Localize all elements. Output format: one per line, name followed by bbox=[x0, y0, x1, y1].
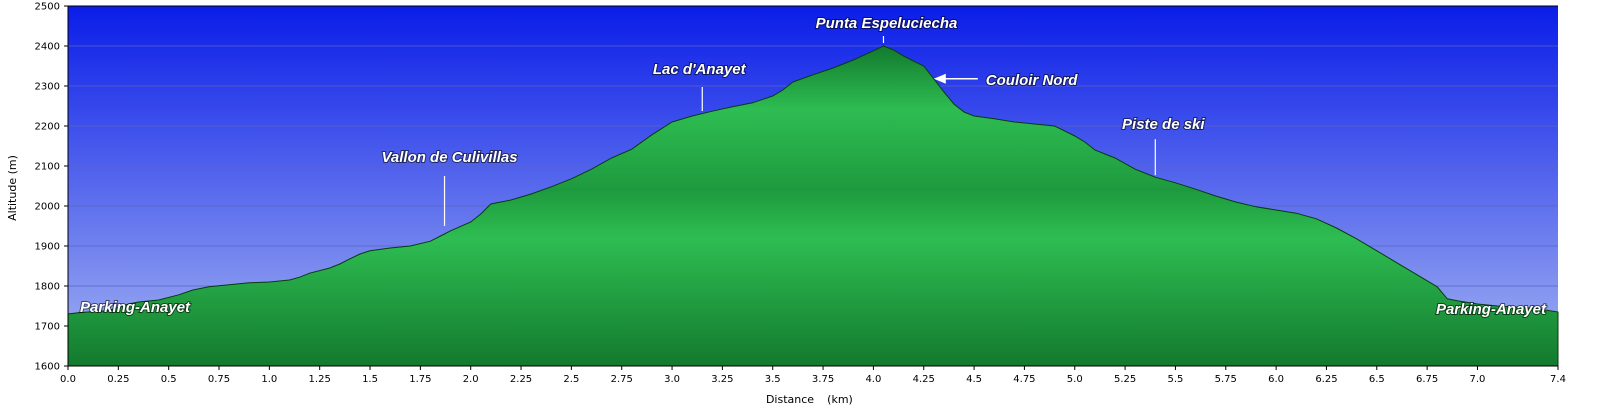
x-tick-label: 5.5 bbox=[1167, 374, 1183, 385]
x-tick-label: 1.0 bbox=[261, 374, 277, 385]
y-axis-title: Altitude (m) bbox=[6, 155, 19, 221]
x-tick-label: 6.5 bbox=[1369, 374, 1385, 385]
x-tick-label: 0.75 bbox=[208, 374, 230, 385]
x-tick-label: 5.25 bbox=[1114, 374, 1136, 385]
x-tick-label: 6.25 bbox=[1315, 374, 1337, 385]
x-tick-label: 3.5 bbox=[765, 374, 781, 385]
x-tick-label: 2.75 bbox=[611, 374, 633, 385]
x-tick-label: 5.0 bbox=[1067, 374, 1083, 385]
x-tick-label: 0.5 bbox=[161, 374, 177, 385]
y-tick-label: 2300 bbox=[35, 82, 60, 93]
y-tick-label: 1900 bbox=[35, 242, 60, 253]
annotation-label: Parking-Anayet bbox=[1436, 301, 1547, 318]
x-axis-unit: (km) bbox=[827, 393, 853, 406]
x-tick-label: 7.0 bbox=[1470, 374, 1486, 385]
x-tick-label: 0.25 bbox=[107, 374, 129, 385]
x-tick-label: 4.75 bbox=[1013, 374, 1035, 385]
y-tick-label: 2000 bbox=[35, 202, 60, 213]
x-tick-label: 4.25 bbox=[913, 374, 935, 385]
x-tick-label: 1.5 bbox=[362, 374, 378, 385]
annotation-label: Lac d'Anayet bbox=[653, 61, 747, 78]
annotations: Parking-Anayet Vallon de Culivillas Lac d'… bbox=[79, 14, 1548, 319]
x-tick-label: 5.75 bbox=[1215, 374, 1237, 385]
x-tick-label: 6.75 bbox=[1416, 374, 1438, 385]
y-tick-labels: 1600 1700 1800 1900 2000 2100 2200 2300 2400 2500 bbox=[35, 2, 68, 373]
x-tick-label: 7.4 bbox=[1550, 374, 1566, 385]
annotation-label: Punta Espeluciecha bbox=[816, 15, 958, 32]
x-tick-label: 1.25 bbox=[309, 374, 331, 385]
y-tick-label: 2100 bbox=[35, 162, 60, 173]
x-tick-label: 2.25 bbox=[510, 374, 532, 385]
x-tick-label: 2.5 bbox=[563, 374, 579, 385]
x-tick-label: 3.0 bbox=[664, 374, 680, 385]
y-tick-label: 1600 bbox=[35, 362, 60, 373]
x-tick-label: 3.75 bbox=[812, 374, 834, 385]
elevation-area bbox=[67, 45, 1559, 367]
y-tick-label: 2400 bbox=[35, 42, 60, 53]
y-tick-label: 2500 bbox=[35, 2, 60, 13]
y-tick-label: 1800 bbox=[35, 282, 60, 293]
y-tick-label: 1700 bbox=[35, 322, 60, 333]
axes bbox=[67, 5, 1558, 367]
x-tick-label: 4.0 bbox=[865, 374, 881, 385]
annotation-label: Couloir Nord bbox=[986, 72, 1078, 89]
annotation-label: Piste de ski bbox=[1122, 116, 1205, 133]
x-tick-label: 6.0 bbox=[1268, 374, 1284, 385]
annotation-arrow-head bbox=[933, 73, 946, 84]
x-tick-label: 1.75 bbox=[409, 374, 431, 385]
x-axis-title: Distance bbox=[766, 393, 814, 406]
annotation-label: Vallon de Culivillas bbox=[381, 149, 517, 166]
x-tick-label: 2.0 bbox=[463, 374, 479, 385]
x-tick-labels: 0.0 0.25 0.5 0.75 1.0 1.25 1.5 1.75 2.0 2.25 2.5 2.… bbox=[60, 366, 1566, 385]
x-tick-label: 0.0 bbox=[60, 374, 76, 385]
y-tick-label: 2200 bbox=[35, 122, 60, 133]
x-tick-label: 3.25 bbox=[711, 374, 733, 385]
annotation-label: Parking-Anayet bbox=[80, 299, 191, 316]
x-tick-label: 4.5 bbox=[966, 374, 982, 385]
